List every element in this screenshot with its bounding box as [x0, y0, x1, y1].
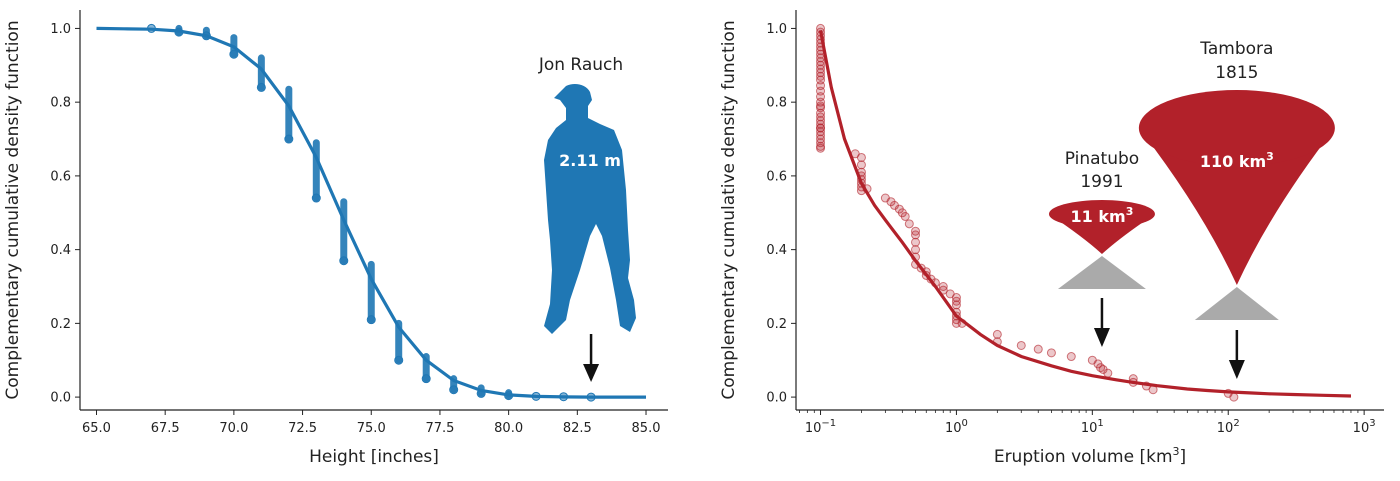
- jon-rauch-silhouette: [544, 84, 636, 334]
- data-point: [856, 152, 866, 162]
- x-tick-label: 101: [1081, 418, 1104, 436]
- x-tick-label: 80.0: [494, 421, 523, 436]
- data-points: [146, 23, 596, 402]
- y-tick-label: 0.2: [766, 317, 787, 332]
- data-point: [911, 245, 921, 255]
- y-axis-label: Complementary cumulative density functio…: [719, 20, 739, 399]
- data-point: [816, 57, 826, 67]
- data-point: [900, 211, 910, 221]
- pinatubo-name-label: Pinatubo: [1065, 149, 1139, 169]
- fit-curve: [96, 26, 646, 399]
- y-axis-label: Complementary cumulative density functio…: [3, 20, 23, 399]
- x-tick-label: 72.5: [288, 421, 317, 436]
- y-tick-label: 0.8: [766, 96, 787, 111]
- silhouette-height-label: 2.11 m: [559, 151, 621, 170]
- x-tick-label: 82.5: [563, 421, 592, 436]
- data-point: [992, 329, 1002, 339]
- x-axis-label: Height [inches]: [309, 447, 439, 467]
- data-point: [1033, 344, 1043, 354]
- pinatubo-volcano-mountain: [1057, 256, 1146, 289]
- tambora-volcano-plume-cap: [1138, 90, 1335, 166]
- data-point: [816, 71, 826, 81]
- data-point: [339, 256, 349, 266]
- height-arrow-head: [583, 364, 600, 382]
- tambora-volcano: [1138, 90, 1335, 320]
- y-tick-label: 1.0: [766, 22, 787, 37]
- pinatubo-volcano: [1048, 200, 1155, 289]
- data-point: [911, 230, 921, 240]
- x-tick-label: 65.0: [82, 421, 111, 436]
- data-point: [951, 300, 961, 310]
- x-tick-label: 100: [945, 418, 968, 436]
- data-point: [1046, 348, 1056, 358]
- x-axis-label: Eruption volume [km3]: [994, 445, 1186, 467]
- data-point: [1016, 340, 1026, 350]
- data-point: [904, 219, 914, 229]
- pinatubo-arrow-head: [1093, 328, 1110, 347]
- data-point: [816, 143, 826, 153]
- x-tick-label: 103: [1353, 418, 1376, 436]
- x-tick-label: 67.5: [151, 421, 180, 436]
- pinatubo-volcano-plume-cap: [1048, 200, 1155, 228]
- tambora-volcano-plume: [1138, 128, 1335, 285]
- data-point: [1066, 352, 1076, 362]
- x-tick-label: 85.0: [632, 421, 661, 436]
- data-point: [816, 64, 826, 74]
- y-tick-label: 1.0: [50, 22, 71, 37]
- eruption-ccdf-chart: 0.0 0.2 0.4 0.6 0.8 1.0 10−1 100 101 102 103 Erupti…: [719, 10, 1384, 467]
- data-point: [816, 123, 826, 133]
- data-point: [911, 237, 921, 247]
- x-tick-label: 70.0: [219, 421, 248, 436]
- tambora-volume-label: 110 km3: [1200, 150, 1274, 171]
- y-tick-label: 0.4: [766, 243, 787, 258]
- x-tick-label: 75.0: [357, 421, 386, 436]
- data-points: [816, 23, 1239, 402]
- y-tick-label: 0.6: [50, 169, 71, 184]
- height-ccdf-chart: 0.0 0.2 0.4 0.6 0.8 1.0 65.0 67.5 70.0 72.5 75.0 77…: [3, 10, 668, 467]
- pinatubo-year-label: 1991: [1080, 172, 1123, 192]
- data-point: [229, 49, 239, 59]
- x-tick-label: 102: [1217, 418, 1240, 436]
- data-point: [449, 385, 459, 395]
- y-tick-label: 0.8: [50, 96, 71, 111]
- y-tick-label: 0.0: [766, 391, 787, 406]
- silhouette-name-label: Jon Rauch: [538, 55, 623, 75]
- y-tick-label: 0.0: [50, 391, 71, 406]
- y-tick-label: 0.4: [50, 243, 71, 258]
- tambora-year-label: 1815: [1215, 63, 1258, 83]
- tambora-arrow-head: [1228, 360, 1245, 379]
- data-point: [311, 193, 321, 203]
- data-point: [284, 134, 294, 144]
- data-point: [816, 101, 826, 111]
- x-tick-label: 77.5: [425, 421, 454, 436]
- tambora-volcano-mountain: [1194, 287, 1279, 320]
- y-tick-label: 0.2: [50, 317, 71, 332]
- data-point: [1229, 392, 1239, 402]
- x-tick-label: 10−1: [805, 418, 836, 436]
- data-point: [1103, 368, 1113, 378]
- data-point: [366, 315, 376, 325]
- data-point: [856, 160, 866, 170]
- data-point: [394, 355, 404, 365]
- y-tick-label: 0.6: [766, 169, 787, 184]
- tambora-name-label: Tambora: [1199, 39, 1273, 59]
- fit-curve: [818, 30, 1352, 398]
- data-point: [421, 374, 431, 384]
- data-point: [256, 82, 266, 92]
- pinatubo-volume-label: 11 km3: [1071, 205, 1134, 226]
